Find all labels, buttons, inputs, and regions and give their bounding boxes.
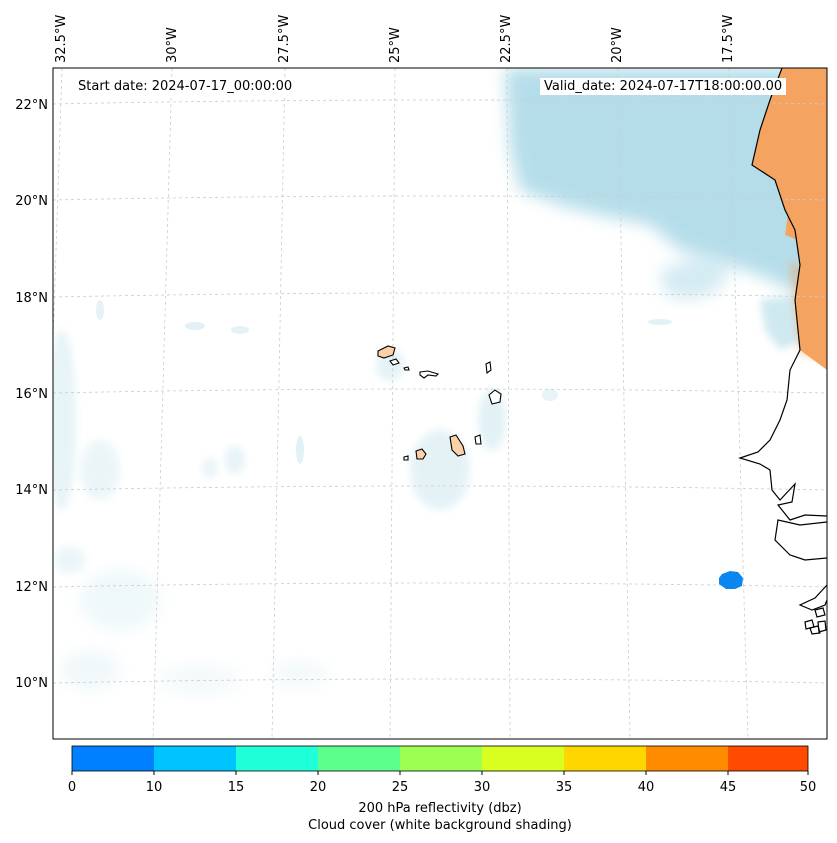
lon-label-32-5w: 32.5°W [54, 14, 69, 63]
lon-label-25w: 25°W [388, 27, 403, 63]
island-bijagos-3 [809, 625, 821, 635]
coast-guinea-bissau [774, 519, 827, 561]
colorbar-tick-30: 30 [473, 780, 491, 795]
cloud-patch-5 [202, 458, 218, 478]
african-coastline [738, 68, 827, 635]
lon-label-17-5w: 17.5°W [721, 14, 736, 63]
colorbar-seg-7 [646, 746, 728, 771]
lat-label-16n: 16°N [15, 387, 48, 402]
island-santiago [449, 434, 466, 457]
coast-mauritania-senegal [738, 68, 827, 521]
colorbar-tick-10: 10 [145, 780, 163, 795]
cloud-patch-13 [231, 326, 249, 334]
lon-label-20w: 20°W [610, 27, 625, 63]
island-bijagos-4 [817, 620, 827, 633]
cloud-patch-4 [225, 446, 245, 474]
colorbar-tick-40: 40 [637, 780, 655, 795]
lat-label-20n: 20°N [15, 194, 48, 209]
colorbar-tick-25: 25 [391, 780, 409, 795]
colorbar-tick-35: 35 [555, 780, 573, 795]
cloud-patch-12 [185, 322, 205, 330]
parallel-12n [53, 582, 827, 588]
colorbar [71, 745, 809, 775]
cloud-mass-northeast [505, 68, 827, 300]
colorbar-seg-5 [482, 746, 564, 771]
reflectivity-cell [719, 571, 743, 589]
graticule [53, 68, 827, 739]
colorbar-seg-2 [236, 746, 318, 771]
cloud-patch-14 [296, 436, 304, 464]
cloud-patch-8 [54, 546, 86, 574]
colorbar-ticks [71, 771, 809, 775]
lat-label-14n: 14°N [15, 483, 48, 498]
parallel-20n [53, 195, 827, 201]
island-sao-nicolau [419, 370, 440, 379]
meridian-17-5w [728, 68, 749, 739]
lon-label-30w: 30°W [165, 27, 180, 63]
island-brava [403, 455, 409, 461]
lat-label-18n: 18°N [15, 291, 48, 306]
island-sao-vicente [389, 358, 400, 366]
parallel-16n [53, 388, 827, 394]
cloud-patch-11 [270, 661, 330, 689]
lon-label-27-5w: 27.5°W [277, 14, 292, 63]
colorbar-tick-15: 15 [227, 780, 245, 795]
cloud-patch-2 [478, 390, 506, 450]
cloud-patch-10 [160, 664, 240, 696]
cloud-patch-9 [60, 650, 120, 690]
colorbar-tick-45: 45 [719, 780, 737, 795]
map-frame [52, 67, 828, 740]
colorbar-seg-0 [72, 746, 154, 771]
coast-high-value-shading-inner [785, 200, 800, 240]
colorbar-tick-0: 0 [67, 780, 77, 795]
meridian-20w [617, 68, 631, 739]
parallel-22n [53, 99, 827, 105]
island-maio [474, 434, 482, 445]
cloud-patch-6 [80, 440, 120, 500]
colorbar-seg-4 [400, 746, 482, 771]
cloud-patch-7 [80, 570, 160, 630]
colorbar-seg-3 [318, 746, 400, 771]
cloud-west-edge [53, 330, 76, 510]
cloud-patch-15 [648, 319, 672, 325]
cloud-band-east [660, 255, 730, 300]
parallel-14n [53, 485, 827, 491]
coast-guinea [798, 584, 827, 611]
colorbar-tick-20: 20 [309, 780, 327, 795]
colorbar-frame [71, 745, 809, 772]
lon-label-22-5w: 22.5°W [499, 14, 514, 63]
valid-date-label: Valid_date: 2024-07-17T18:00:00.00 [540, 78, 787, 95]
parallel-10n [53, 678, 827, 684]
cloud-patch-coast [760, 295, 805, 350]
cape-verde-islands [377, 345, 502, 461]
cloud-patch-16 [96, 300, 104, 320]
colorbar-label: 200 hPa reflectivity (dbz) [358, 801, 522, 816]
colorbar-seg-8 [728, 746, 808, 771]
coast-faded-shading [790, 260, 827, 360]
lat-label-10n: 10°N [15, 676, 48, 691]
lat-label-12n: 12°N [15, 580, 48, 595]
colorbar-seg-1 [154, 746, 236, 771]
island-santo-antao [377, 345, 396, 359]
meridian-27-5w [271, 68, 286, 739]
lat-label-22n: 22°N [15, 98, 48, 113]
meridian-22-5w [506, 68, 511, 739]
island-bijagos-1 [814, 607, 826, 618]
island-fogo [415, 448, 427, 460]
island-santa-luzia [403, 366, 410, 371]
colorbar-seg-6 [564, 746, 646, 771]
meridian-30w [152, 68, 173, 739]
parallel-18n [53, 292, 827, 298]
cloud-patch-17 [542, 389, 558, 401]
colorbar-sublabel: Cloud cover (white background shading) [308, 818, 572, 833]
meridian-25w [389, 68, 396, 739]
island-boa-vista [488, 389, 502, 405]
island-sal [485, 361, 492, 375]
colorbar-tick-50: 50 [799, 780, 817, 795]
start-date-label: Start date: 2024-07-17_00:00:00 [74, 78, 297, 95]
